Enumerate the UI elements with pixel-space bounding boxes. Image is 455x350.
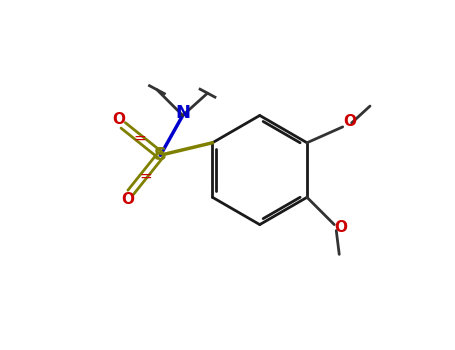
Text: O: O — [121, 192, 135, 207]
Text: N: N — [175, 105, 190, 122]
Text: O: O — [335, 219, 348, 234]
Text: =: = — [139, 168, 152, 183]
Text: O: O — [343, 114, 356, 130]
Text: =: = — [133, 130, 146, 145]
Text: O: O — [113, 112, 126, 127]
Text: S: S — [154, 146, 167, 164]
